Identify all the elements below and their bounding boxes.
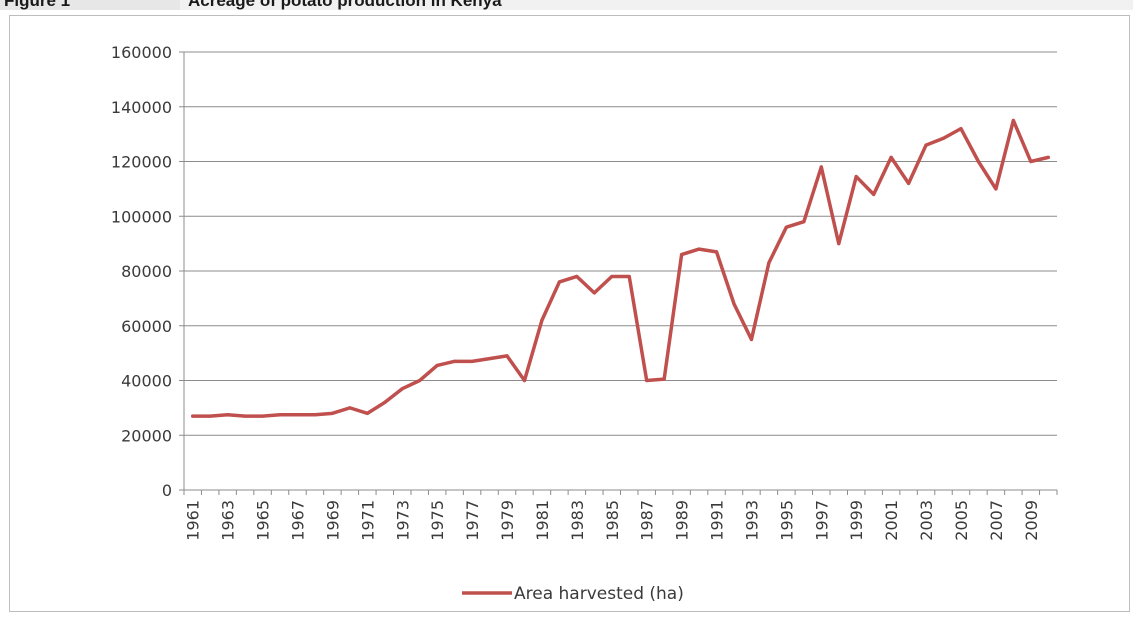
x-tick-label: 2007	[987, 500, 1006, 541]
data-point	[767, 261, 771, 265]
data-point	[191, 414, 195, 418]
x-tick-label: 1973	[393, 500, 412, 541]
data-point	[313, 413, 317, 417]
data-point	[976, 159, 981, 164]
data-point	[662, 377, 666, 381]
data-point	[784, 225, 788, 229]
series-group	[190, 118, 1051, 418]
data-point	[714, 250, 719, 254]
data-point	[697, 247, 701, 251]
figure-header-bar: Figure 1 Acreage of potato production in…	[0, 0, 1133, 10]
data-point	[1011, 118, 1015, 123]
data-point	[575, 274, 579, 279]
x-tick-label: 1979	[498, 500, 517, 541]
x-tick-label: 1975	[428, 500, 447, 541]
x-tick-label: 2003	[917, 500, 936, 541]
data-point	[941, 136, 946, 140]
y-tick-label: 80000	[121, 262, 172, 281]
x-tick-label: 1961	[184, 500, 203, 541]
data-point	[400, 387, 404, 391]
x-tick-label: 1995	[777, 500, 796, 541]
x-tick-label: 1993	[742, 500, 761, 541]
y-tick-label: 100000	[111, 207, 172, 226]
x-tick-label: 1985	[603, 500, 622, 541]
x-tick-label: 1981	[533, 500, 552, 541]
x-tick-label: 2001	[882, 500, 901, 541]
data-point	[592, 291, 596, 295]
data-point	[278, 413, 282, 417]
data-point	[906, 181, 911, 185]
data-point	[959, 127, 963, 131]
data-point	[645, 378, 649, 383]
x-tick-label: 1991	[708, 500, 727, 541]
data-point	[470, 359, 474, 363]
data-point	[749, 337, 754, 342]
data-point	[522, 378, 527, 383]
data-point	[435, 363, 439, 368]
x-axis-tick-labels: 1961 1963 1965 1967 1969 1971 1973 1975 1977 1979…	[184, 500, 1041, 541]
data-point	[889, 155, 893, 159]
data-point	[872, 192, 876, 196]
x-tick-label: 1963	[219, 500, 238, 541]
data-point	[854, 174, 858, 179]
data-point	[802, 220, 806, 224]
data-point	[418, 378, 422, 383]
data-point	[243, 414, 247, 418]
figure-label: Figure 1	[4, 0, 71, 10]
x-tick-label: 1997	[812, 500, 831, 541]
data-point	[348, 406, 352, 410]
y-tick-label: 20000	[121, 426, 172, 445]
x-tick-label: 2005	[952, 500, 971, 541]
x-tick-label: 1971	[358, 500, 377, 541]
data-point	[505, 354, 509, 358]
y-tick-label: 0	[162, 481, 172, 500]
x-tick-label: 1999	[847, 500, 866, 541]
x-tick-label: 1969	[323, 500, 342, 541]
data-point	[627, 274, 631, 279]
x-tick-label: 1987	[638, 500, 657, 541]
series-line	[190, 118, 1051, 418]
figure-title: Acreage of potato production in Kenya	[188, 0, 502, 10]
x-tick-label: 2009	[1022, 500, 1041, 541]
data-point	[295, 413, 300, 417]
data-point	[260, 414, 265, 418]
x-tick-label: 1967	[288, 500, 307, 541]
data-point	[330, 411, 335, 415]
data-point	[819, 165, 823, 169]
data-point	[610, 274, 614, 279]
gridlines	[179, 51, 1057, 491]
y-tick-label: 140000	[111, 98, 172, 117]
data-point	[1046, 155, 1050, 159]
data-point	[487, 357, 492, 361]
x-tick-label: 1989	[673, 500, 692, 541]
y-axis-tick-labels: 0 20000 40000 60000 80000 100000 120000 140000 1…	[111, 43, 172, 500]
data-point	[383, 400, 387, 404]
chart-frame	[9, 15, 1130, 612]
data-point	[557, 280, 561, 284]
data-point	[540, 318, 544, 322]
y-tick-label: 40000	[121, 372, 172, 391]
data-point	[1029, 159, 1033, 164]
data-point	[994, 187, 998, 191]
figure-caption-cell: Acreage of potato production in Kenya	[180, 0, 1133, 10]
data-point	[924, 143, 928, 147]
data-point	[365, 411, 369, 415]
x-tick-label: 1983	[568, 500, 587, 541]
axes	[183, 52, 1058, 495]
x-tick-label: 1977	[463, 500, 482, 541]
x-tick-label: 1965	[254, 500, 273, 541]
y-tick-label: 60000	[121, 317, 172, 336]
legend: Area harvested (ha)	[462, 584, 684, 604]
y-tick-label: 160000	[111, 43, 172, 62]
data-point	[680, 252, 684, 257]
legend-label: Area harvested (ha)	[514, 584, 684, 604]
data-point	[732, 302, 736, 306]
y-tick-label: 120000	[111, 153, 172, 172]
data-point	[208, 414, 212, 418]
data-point	[837, 242, 841, 246]
data-point	[226, 413, 230, 417]
data-point	[453, 359, 457, 363]
